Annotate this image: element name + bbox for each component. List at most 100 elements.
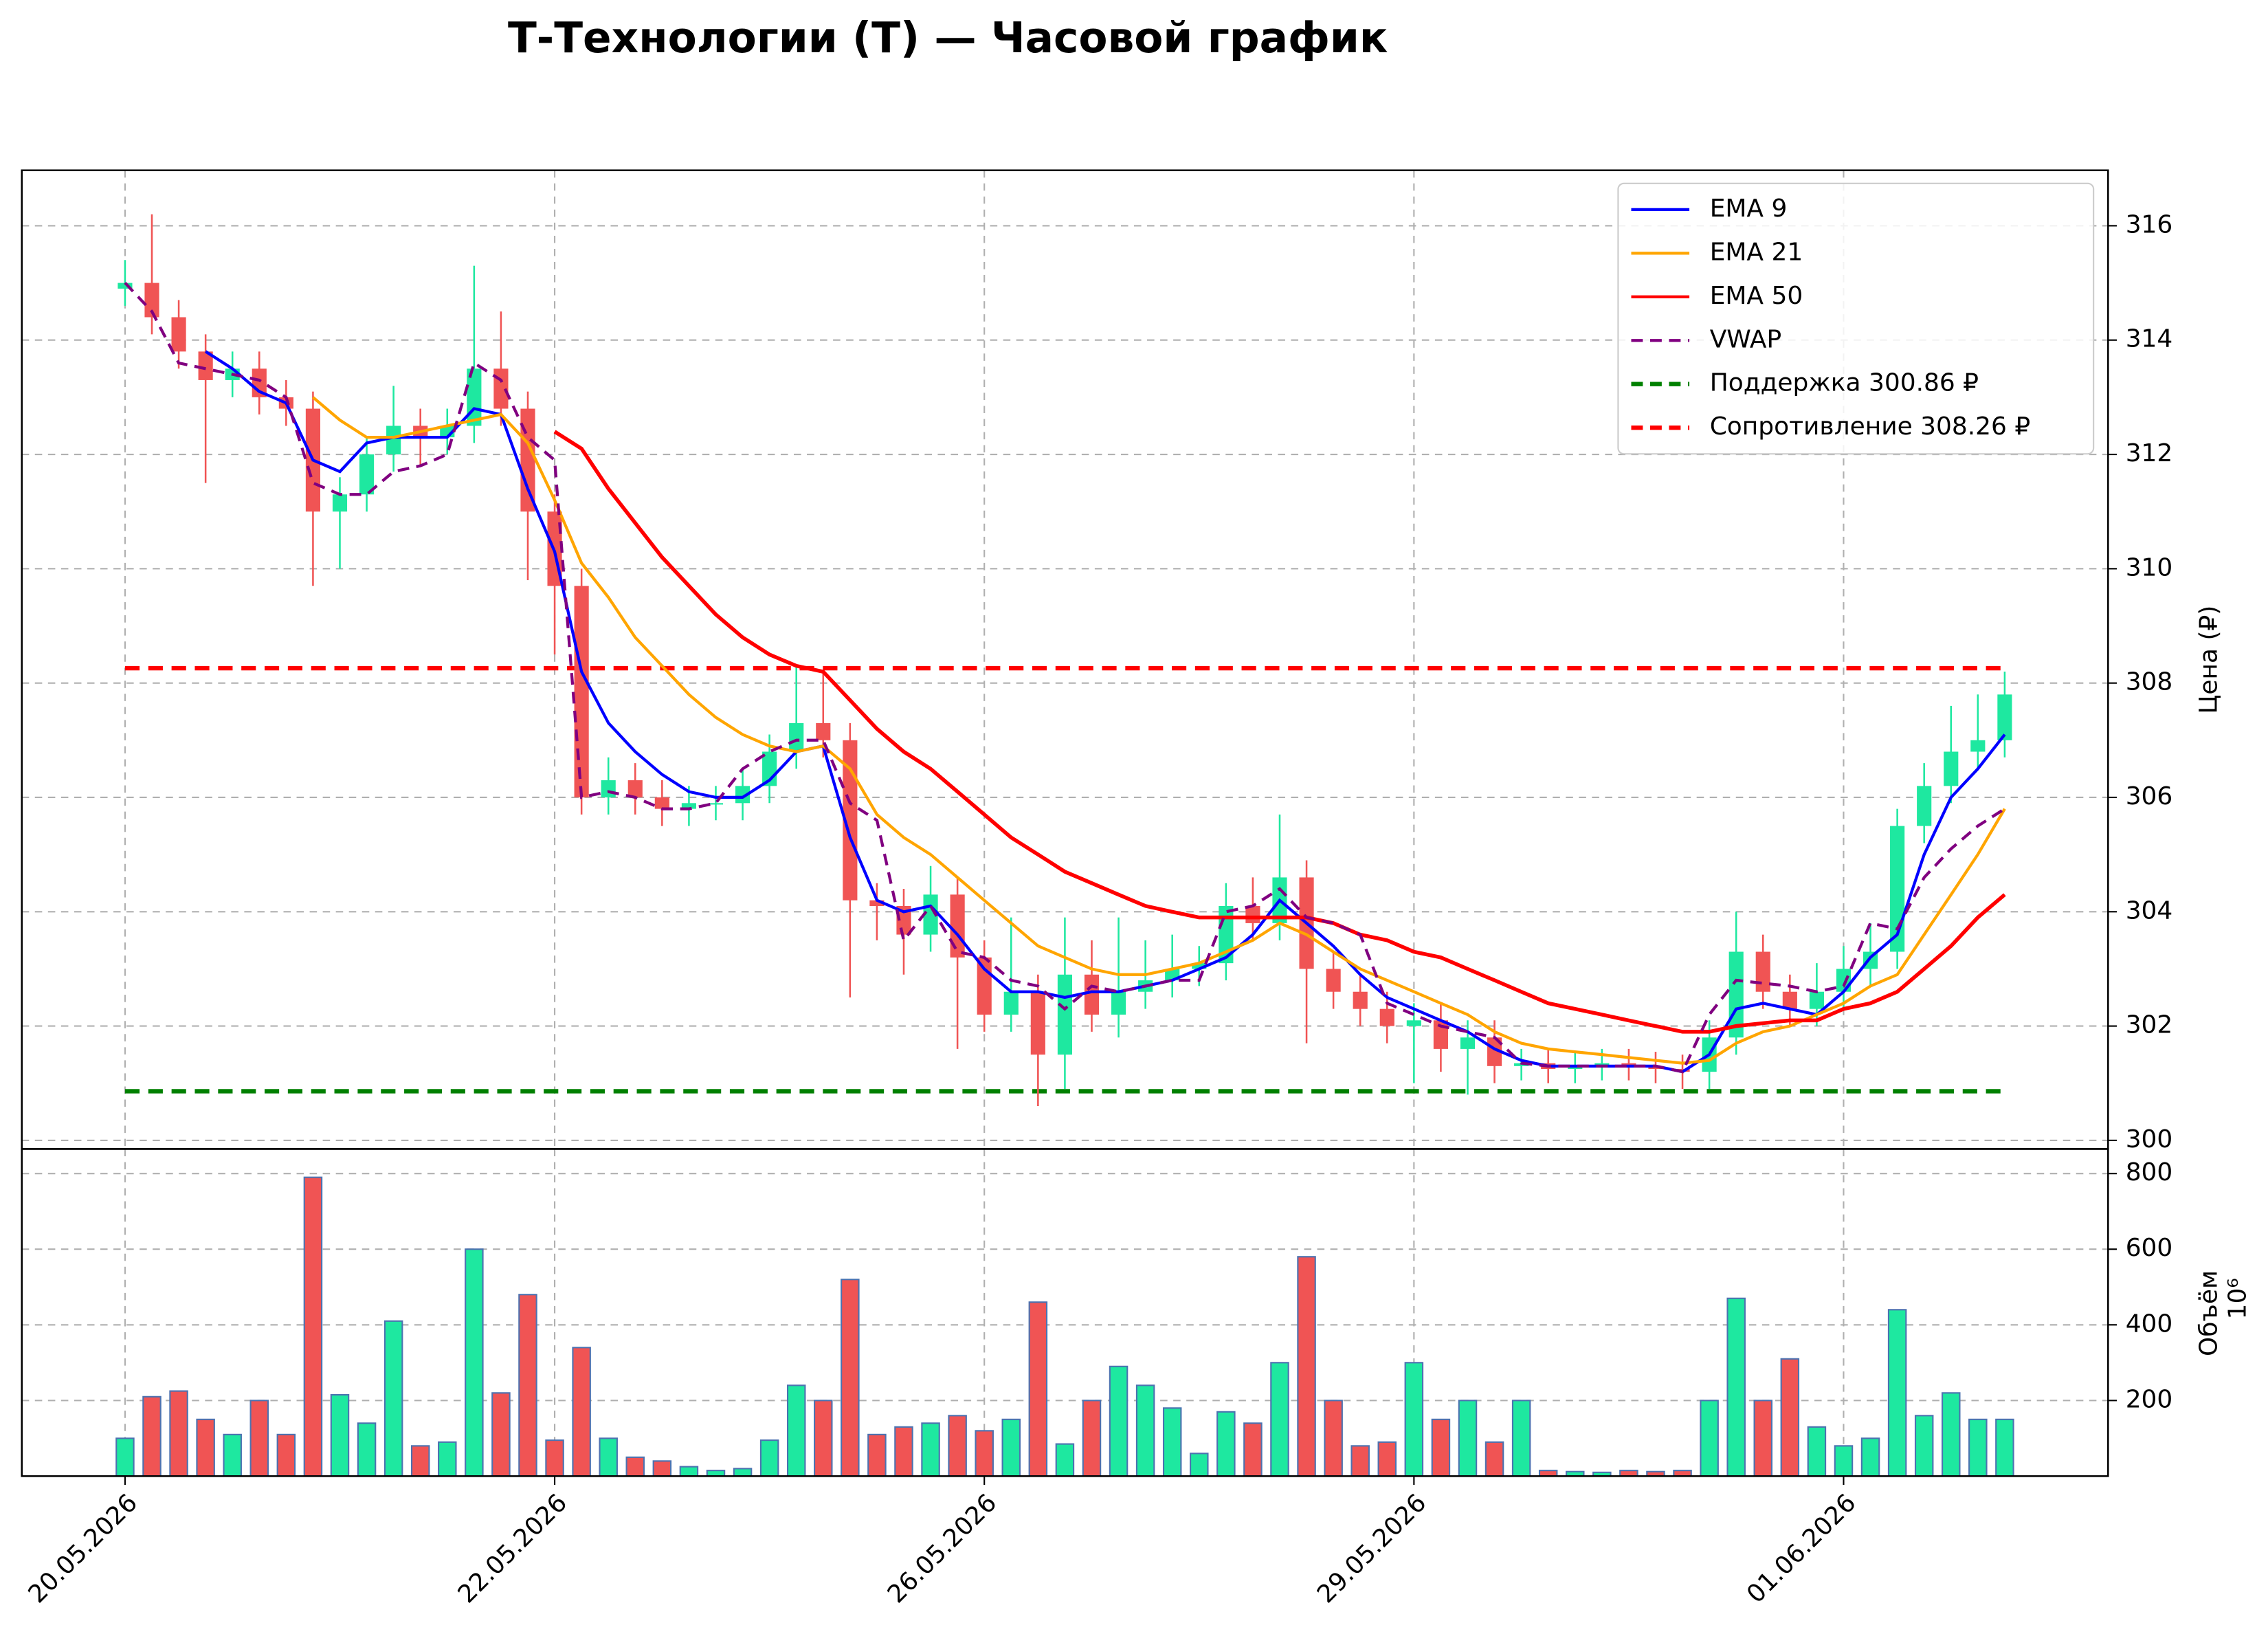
volume-bar xyxy=(438,1441,457,1477)
volume-bar xyxy=(330,1394,350,1477)
x-tick-label: 01.06.2026 xyxy=(1742,1489,1862,1609)
volume-bar xyxy=(1753,1400,1773,1477)
candle-body xyxy=(1809,991,1824,1009)
x-tick-label: 20.05.2026 xyxy=(23,1489,143,1609)
volume-scale-label: 10⁶ xyxy=(2224,1278,2252,1319)
volume-bar xyxy=(357,1422,377,1477)
volume-bar xyxy=(1297,1256,1316,1477)
volume-bar xyxy=(491,1392,511,1477)
volume-bar xyxy=(921,1422,940,1477)
volume-bar xyxy=(1243,1422,1263,1477)
y-tick-label: 600 xyxy=(2126,1234,2173,1262)
candle-body xyxy=(654,797,669,809)
candle-body xyxy=(1326,969,1341,992)
x-tick-label: 26.05.2026 xyxy=(882,1489,1003,1609)
volume-bar xyxy=(841,1279,860,1477)
candle-body xyxy=(1782,991,1797,1009)
candle-body xyxy=(789,722,804,752)
candle-body xyxy=(1192,963,1207,969)
candle-body xyxy=(1487,1037,1502,1066)
volume-bar xyxy=(1458,1400,1478,1477)
volume-bar xyxy=(1914,1415,1934,1477)
candle-body xyxy=(1379,1008,1394,1026)
volume-bar xyxy=(1001,1418,1021,1477)
volume-bar xyxy=(867,1433,887,1477)
candle-body xyxy=(1514,1063,1529,1066)
chart-title: Т-Технологии (T) — Часовой график xyxy=(508,14,1388,63)
volume-bar xyxy=(1942,1392,1961,1477)
y-tick-label: 300 xyxy=(2126,1125,2173,1153)
candle-body xyxy=(681,803,696,809)
legend-label: Поддержка 300.86 ₽ xyxy=(1710,369,1979,397)
volume-bar xyxy=(1055,1443,1075,1477)
volume-bar xyxy=(1135,1384,1155,1477)
volume-bar xyxy=(249,1400,269,1477)
candle-body xyxy=(144,283,159,318)
x-tick-label: 29.05.2026 xyxy=(1312,1489,1432,1609)
volume-bar xyxy=(465,1248,484,1477)
volume-bar xyxy=(572,1347,591,1477)
candle-body xyxy=(708,803,724,805)
legend-label: EMA 21 xyxy=(1710,238,1803,266)
candle-body xyxy=(1030,991,1045,1055)
y-tick-label: 314 xyxy=(2126,325,2173,353)
indicator-line xyxy=(124,282,2006,1074)
candle-body xyxy=(198,351,213,380)
x-tick-label: 22.05.2026 xyxy=(453,1489,573,1609)
legend-label: Сопротивление 308.26 ₽ xyxy=(1710,412,2031,441)
volume-bar xyxy=(1726,1297,1746,1477)
volume-bar xyxy=(383,1320,403,1477)
candle-body xyxy=(1917,786,1932,826)
candle-body xyxy=(1997,694,2012,740)
volume-bar xyxy=(303,1176,323,1477)
volume-bar xyxy=(814,1400,833,1477)
indicator-line xyxy=(553,430,2006,1034)
y-tick-label: 308 xyxy=(2126,668,2173,696)
legend-box xyxy=(1617,182,2095,455)
volume-bar xyxy=(1028,1301,1048,1477)
volume-bar xyxy=(1190,1453,1209,1477)
volume-bar xyxy=(410,1445,430,1477)
candle-body xyxy=(1003,991,1019,1015)
volume-bar xyxy=(1860,1437,1880,1477)
candle-body xyxy=(627,780,643,797)
y-tick-label: 310 xyxy=(2126,553,2173,582)
y-tick-label: 800 xyxy=(2126,1158,2173,1186)
volume-bar xyxy=(1404,1362,1424,1477)
volume-bar xyxy=(1485,1441,1504,1477)
volume-bar xyxy=(1082,1400,1102,1477)
volume-bar xyxy=(894,1426,913,1477)
y-tick-label: 304 xyxy=(2126,896,2173,925)
y-tick-label: 312 xyxy=(2126,439,2173,467)
candle-body xyxy=(332,494,348,512)
candle-body xyxy=(977,957,992,1015)
volume-bar xyxy=(652,1460,672,1477)
volume-bar xyxy=(196,1418,215,1477)
candle-body xyxy=(171,317,186,352)
volume-bar xyxy=(1431,1418,1451,1477)
candle-body xyxy=(1111,991,1126,1015)
candle-body xyxy=(843,740,858,901)
candle-body xyxy=(950,894,965,958)
volume-bar xyxy=(518,1294,537,1477)
candle-body xyxy=(923,894,938,935)
candle-body xyxy=(1836,969,1852,992)
candle-body xyxy=(359,454,375,495)
volume-bar xyxy=(948,1415,967,1477)
legend-label: EMA 9 xyxy=(1710,195,1788,223)
volume-bar xyxy=(115,1437,135,1477)
volume-bar xyxy=(975,1430,994,1477)
volume-bar xyxy=(1216,1411,1236,1477)
volume-bar xyxy=(599,1437,618,1477)
volume-bar xyxy=(1324,1400,1343,1477)
candle-body xyxy=(1084,974,1100,1015)
indicator-line xyxy=(312,396,2006,1065)
candle-body xyxy=(1460,1037,1476,1049)
y-tick-label: 306 xyxy=(2126,782,2173,810)
candle-body xyxy=(1970,740,1986,752)
candle-body xyxy=(1755,951,1770,992)
volume-bar xyxy=(1350,1445,1370,1477)
volume-bar xyxy=(759,1439,779,1477)
volume-bar xyxy=(1700,1400,1719,1477)
